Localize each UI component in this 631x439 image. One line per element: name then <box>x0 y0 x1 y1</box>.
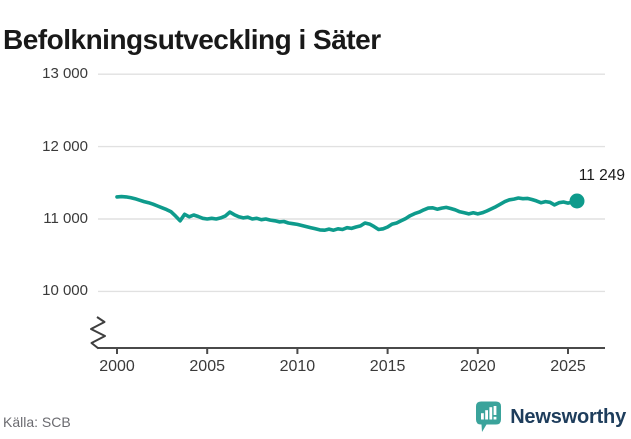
chart-title: Befolkningsutveckling i Säter <box>3 23 381 55</box>
newsworthy-wordmark: Newsworthy <box>510 405 626 428</box>
x-tick-label: 2015 <box>369 358 406 375</box>
source-label: Källa: SCB <box>3 414 71 430</box>
x-tick-label: 2010 <box>279 358 316 375</box>
x-tick-label: 2025 <box>550 358 586 375</box>
axis-break-icon <box>90 316 106 350</box>
x-tick-label: 2000 <box>99 358 135 375</box>
x-tick-label: 2020 <box>460 358 496 375</box>
last-value-label: 11 249 <box>578 166 626 184</box>
population-line <box>115 194 579 232</box>
y-tick-label: 13 000 <box>42 65 88 83</box>
end-point-dot <box>569 193 585 209</box>
y-tick-label: 12 000 <box>42 137 88 155</box>
y-tick-label: 11 000 <box>43 210 88 227</box>
newsworthy-bars-icon <box>476 401 502 432</box>
newsworthy-logo: Newsworthy <box>475 400 626 434</box>
x-tick-label: 2005 <box>189 358 225 375</box>
y-tick-label: 10 000 <box>42 282 88 300</box>
